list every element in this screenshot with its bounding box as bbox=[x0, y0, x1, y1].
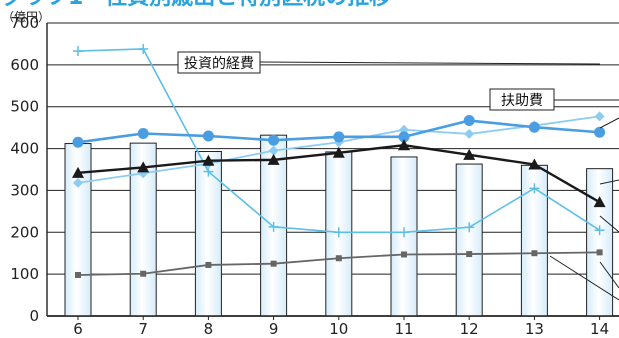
marker-circle bbox=[268, 134, 280, 146]
marker-diamond bbox=[268, 145, 279, 156]
x-tick-label: 10 bbox=[329, 320, 348, 338]
x-tick-label: 13 bbox=[525, 320, 544, 338]
bar bbox=[455, 163, 483, 317]
y-tick-label: 500 bbox=[10, 98, 39, 116]
x-tick-label: 7 bbox=[138, 320, 148, 338]
marker-diamond bbox=[464, 128, 475, 139]
series bbox=[75, 249, 603, 278]
marker-square bbox=[205, 261, 212, 268]
axes bbox=[46, 23, 619, 317]
marker-circle bbox=[398, 131, 410, 143]
marker-circle bbox=[202, 130, 214, 142]
marker-square bbox=[596, 249, 603, 256]
marker-circle bbox=[137, 128, 149, 140]
x-tick-label: 14 bbox=[590, 320, 609, 338]
series-lines bbox=[72, 43, 606, 278]
y-tick-label: 0 bbox=[29, 307, 39, 325]
y-tick-label: 300 bbox=[10, 181, 39, 199]
leader-line bbox=[599, 179, 619, 185]
callout-label: 扶助費 bbox=[501, 93, 543, 109]
marker-triangle bbox=[137, 161, 150, 173]
leader-line bbox=[599, 261, 619, 289]
marker-diamond bbox=[594, 111, 605, 122]
marker-triangle bbox=[463, 148, 476, 160]
marker-circle bbox=[72, 136, 84, 148]
marker-square bbox=[466, 251, 473, 258]
y-tick-label: 600 bbox=[10, 56, 39, 74]
marker-square bbox=[531, 250, 538, 257]
bars bbox=[64, 134, 614, 317]
marker-circle bbox=[528, 121, 540, 133]
bar bbox=[586, 168, 614, 317]
marker-circle bbox=[594, 126, 606, 138]
marker-square bbox=[270, 260, 277, 267]
marker-square bbox=[140, 270, 147, 277]
marker-triangle bbox=[593, 196, 606, 208]
leader-line bbox=[549, 255, 619, 301]
marker-circle bbox=[333, 131, 345, 143]
callout-label: 投資的経費 bbox=[184, 56, 254, 72]
x-tick-label: 11 bbox=[394, 320, 413, 338]
leader-line bbox=[599, 215, 619, 233]
y-tick-label: 400 bbox=[10, 140, 39, 158]
marker-circle bbox=[463, 115, 475, 127]
leader-line bbox=[599, 117, 619, 129]
marker-square bbox=[335, 255, 342, 262]
marker-triangle bbox=[202, 154, 215, 166]
y-axis-unit-label: （億円） bbox=[2, 10, 50, 24]
x-tick-label: 9 bbox=[269, 320, 279, 338]
marker-triangle bbox=[72, 166, 84, 178]
marker-triangle bbox=[398, 139, 410, 151]
x-tick-label: 6 bbox=[73, 320, 83, 338]
marker-diamond bbox=[73, 177, 83, 188]
marker-triangle bbox=[332, 146, 345, 158]
series bbox=[73, 43, 605, 238]
y-tick-label: 100 bbox=[10, 265, 39, 283]
x-tick-labels: 6 7 8 9 10 11 12 13 14 bbox=[73, 316, 609, 338]
y-tick-label: 700 bbox=[10, 14, 39, 32]
marker-square bbox=[75, 271, 81, 278]
series bbox=[72, 139, 606, 208]
series bbox=[72, 115, 606, 148]
marker-square bbox=[401, 251, 407, 258]
y-tick-label: 200 bbox=[10, 223, 39, 241]
chart-title: グラフ1 性質別歳出と特別区税の推移 bbox=[2, 0, 391, 10]
marker-triangle bbox=[267, 153, 280, 165]
x-tick-label: 8 bbox=[204, 320, 214, 338]
marker-triangle bbox=[528, 158, 541, 170]
y-tick-labels: 0 100 200 300 400 500 600 700 bbox=[10, 14, 39, 325]
leader-line bbox=[259, 61, 601, 65]
x-tick-label: 12 bbox=[460, 320, 479, 338]
